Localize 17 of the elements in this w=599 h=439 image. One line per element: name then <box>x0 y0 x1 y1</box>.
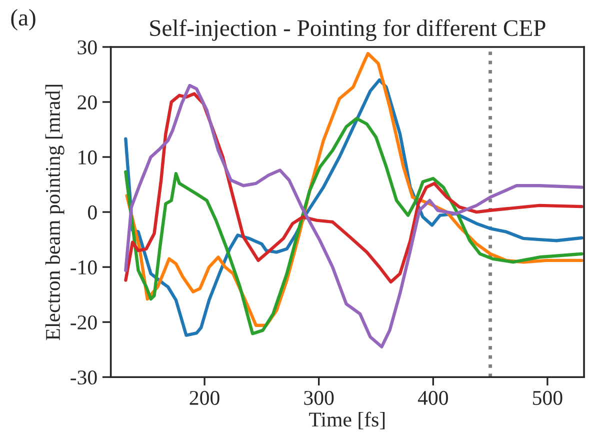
y-tick-label: 10 <box>78 150 97 164</box>
text: (a) <box>11 9 36 30</box>
x-tick-label: 200 <box>190 390 220 405</box>
x-axis-title: Time [fs] <box>309 412 385 430</box>
x-tick-label: 400 <box>418 390 448 405</box>
y-tick-label: -30 <box>70 370 97 385</box>
y-tick-label: -20 <box>70 315 97 330</box>
x-tick-label: 300 <box>304 390 334 405</box>
chart-title: Self-injection - Pointing for different CEP <box>150 19 546 41</box>
y-tick-label: 0 <box>88 205 97 220</box>
y-tick-label: 30 <box>78 40 97 54</box>
y-axis-title: Electron beam pointing [mrad] <box>45 84 64 340</box>
line-series <box>124 116 584 336</box>
x-tick-label: 500 <box>533 390 562 405</box>
line-series <box>124 92 584 284</box>
y-tick-label: -10 <box>70 260 97 274</box>
y-tick-label: 20 <box>78 95 97 110</box>
